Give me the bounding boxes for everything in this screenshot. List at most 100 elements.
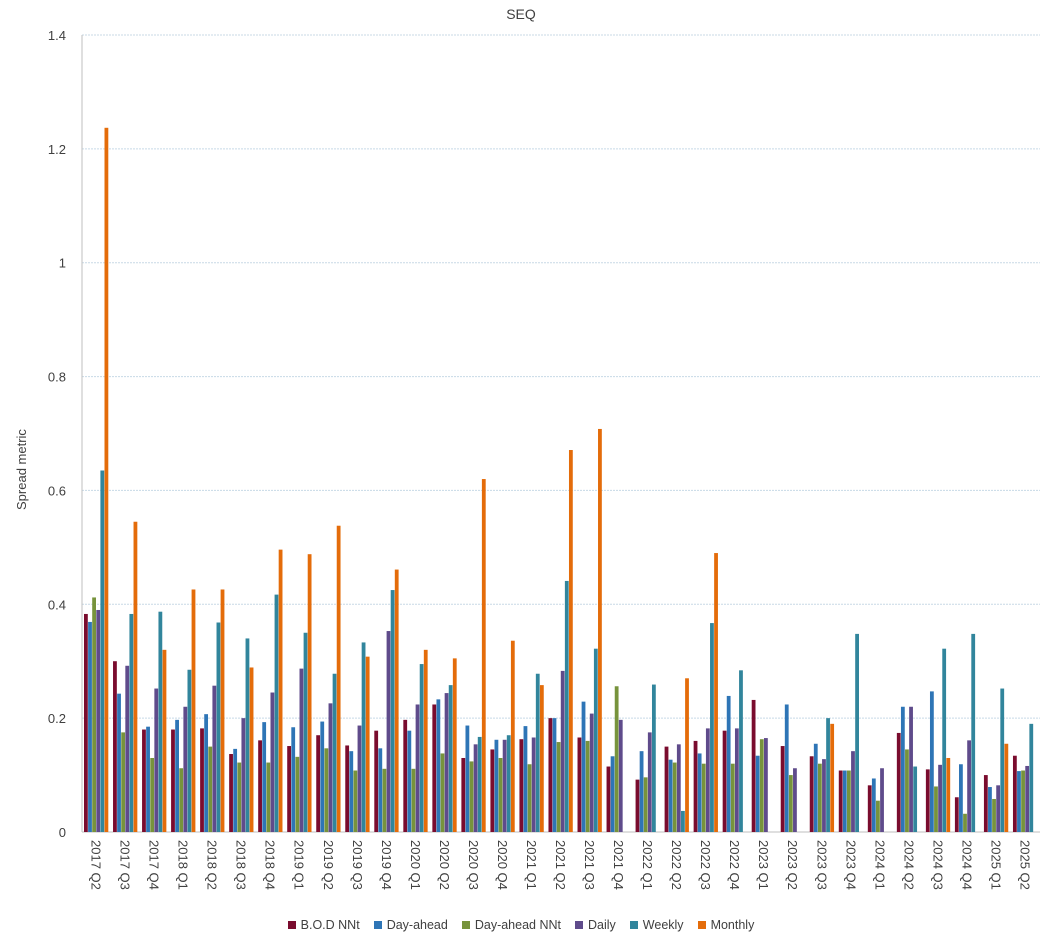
y-tick-label: 0.8	[48, 370, 66, 385]
legend-label: Monthly	[710, 918, 755, 932]
bar-day-ahead-nnt	[963, 813, 967, 832]
bar-b-o-d-nnt	[925, 769, 930, 832]
bar-daily	[676, 744, 681, 832]
legend-label: Daily	[588, 918, 616, 932]
bar-monthly	[481, 479, 486, 832]
bar-monthly	[249, 667, 254, 832]
bar-weekly	[913, 766, 918, 832]
bar-daily	[212, 685, 217, 832]
bar-monthly	[191, 589, 196, 832]
bar-day-ahead	[88, 621, 92, 832]
bar-monthly	[104, 127, 109, 833]
bar-day-ahead-nnt	[237, 762, 242, 832]
bar-b-o-d-nnt	[519, 739, 524, 832]
x-tick-label: 2022 Q3	[698, 840, 713, 890]
bar-weekly	[390, 590, 395, 832]
bar-day-ahead-nnt	[701, 763, 706, 832]
bar-day-ahead-nnt	[440, 753, 445, 832]
bar-day-ahead	[436, 699, 441, 832]
bar-b-o-d-nnt	[606, 766, 611, 832]
bar-b-o-d-nnt	[258, 740, 262, 832]
bar-b-o-d-nnt	[867, 785, 872, 832]
bar-daily	[415, 704, 420, 832]
bar-monthly	[714, 553, 718, 832]
x-tick-label: 2018 Q4	[263, 840, 278, 890]
bar-weekly	[216, 622, 221, 832]
bar-weekly	[332, 673, 337, 832]
bar-daily	[531, 737, 536, 832]
bar-day-ahead	[988, 787, 992, 832]
bar-day-ahead	[1017, 771, 1021, 832]
bar-b-o-d-nnt	[432, 704, 437, 832]
x-tick-label: 2022 Q2	[669, 840, 684, 890]
bar-day-ahead-nnt	[179, 768, 184, 832]
legend-item: Weekly	[629, 918, 684, 932]
bar-monthly	[1004, 743, 1009, 832]
bar-weekly	[187, 669, 192, 832]
bar-day-ahead-nnt	[208, 746, 213, 832]
bar-weekly	[971, 633, 976, 832]
bar-monthly	[568, 450, 573, 832]
x-tick-label: 2018 Q2	[205, 840, 220, 890]
legend-item: B.O.D NNt	[287, 918, 360, 932]
bar-day-ahead	[639, 751, 644, 832]
bar-day-ahead	[697, 753, 702, 832]
bar-daily	[705, 728, 710, 832]
x-tick-label: 2019 Q2	[321, 840, 336, 890]
bar-day-ahead-nnt	[411, 768, 416, 832]
bar-monthly	[598, 428, 602, 832]
bar-monthly	[336, 525, 341, 832]
y-tick-label: 1.4	[48, 28, 66, 43]
x-tick-label: 2020 Q3	[466, 840, 481, 890]
bar-day-ahead	[523, 726, 528, 832]
legend-swatch	[697, 921, 706, 929]
bar-daily	[183, 706, 188, 832]
bar-day-ahead	[233, 748, 238, 832]
bar-day-ahead	[900, 706, 905, 832]
bar-b-o-d-nnt	[316, 735, 321, 832]
y-tick-label: 0.2	[48, 711, 66, 726]
bar-day-ahead-nnt	[730, 763, 735, 832]
bar-daily	[880, 768, 884, 832]
bar-daily	[764, 738, 768, 832]
bar-b-o-d-nnt	[983, 775, 988, 832]
bar-day-ahead	[842, 770, 847, 832]
x-tick-label: 2021 Q2	[553, 840, 568, 890]
bar-daily	[1025, 765, 1030, 832]
bar-day-ahead	[581, 701, 586, 832]
bar-weekly	[1000, 688, 1005, 832]
bar-day-ahead-nnt	[121, 732, 126, 833]
legend-swatch	[629, 921, 638, 929]
bar-day-ahead	[378, 748, 383, 832]
bar-b-o-d-nnt	[722, 730, 727, 832]
bar-daily	[560, 670, 565, 832]
bar-b-o-d-nnt	[635, 779, 640, 832]
bar-monthly	[452, 658, 457, 832]
bar-daily	[473, 744, 478, 832]
bar-day-ahead-nnt	[556, 742, 561, 832]
bar-daily	[328, 703, 333, 832]
bar-daily	[938, 764, 942, 832]
bar-daily	[125, 665, 130, 832]
bar-weekly	[593, 648, 598, 832]
bar-monthly	[162, 649, 167, 832]
legend-label: B.O.D NNt	[300, 918, 360, 932]
bar-b-o-d-nnt	[1012, 755, 1017, 832]
bar-weekly	[739, 670, 743, 832]
bar-day-ahead	[668, 759, 673, 832]
x-tick-label: 2017 Q4	[147, 840, 162, 890]
bar-b-o-d-nnt	[780, 746, 785, 832]
y-tick-label: 0.6	[48, 483, 66, 498]
bar-weekly	[419, 664, 424, 832]
bar-monthly	[830, 723, 835, 832]
chart-title: SEQ	[506, 6, 536, 22]
bar-weekly	[303, 632, 308, 832]
legend-item: Day-ahead NNt	[461, 918, 561, 932]
bar-day-ahead	[204, 714, 209, 832]
bar-b-o-d-nnt	[954, 797, 959, 832]
bar-daily	[502, 739, 507, 832]
bar-day-ahead	[726, 695, 731, 832]
bar-day-ahead	[755, 755, 760, 832]
bar-day-ahead-nnt	[759, 739, 764, 832]
